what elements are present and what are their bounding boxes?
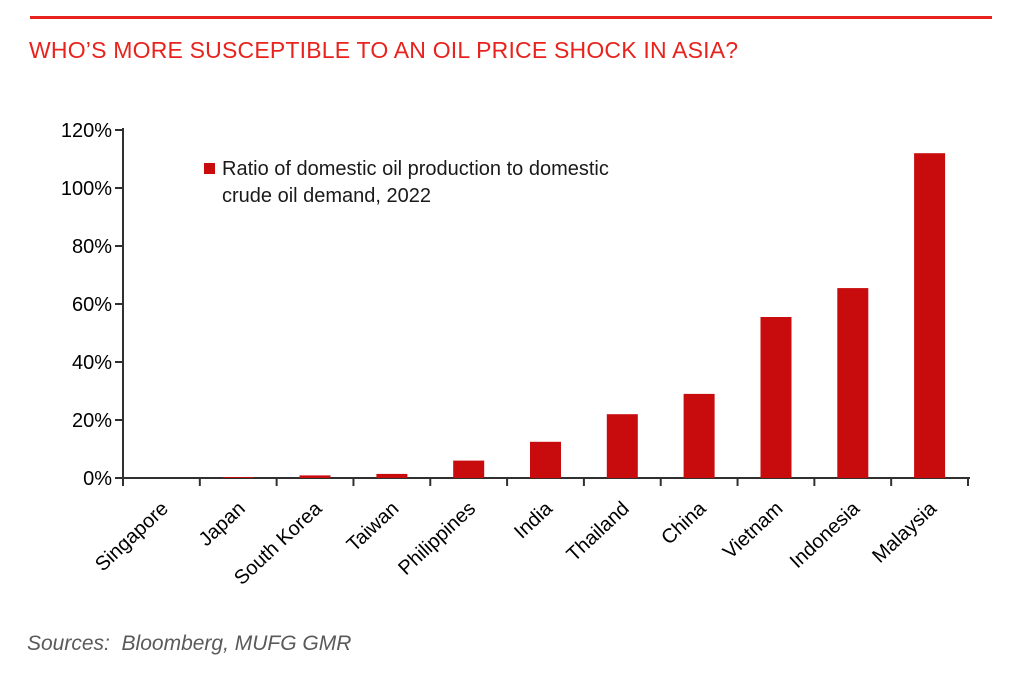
y-tick-label: 80% xyxy=(72,236,112,258)
legend-label-line1: Ratio of domestic oil production to dome… xyxy=(222,158,609,180)
chart-legend: Ratio of domestic oil production to dome… xyxy=(204,156,609,210)
sources-note: Sources: Bloomberg, MUFG GMR xyxy=(27,632,352,655)
chart-svg: 0%20%40%60%80%100%120%Singapore JapanSout… xyxy=(61,120,970,589)
x-category-label: Malaysia xyxy=(868,497,941,568)
x-category-label: Taiwan xyxy=(343,498,404,557)
bar-china xyxy=(683,393,715,478)
bar-indonesia xyxy=(837,288,869,478)
x-category-label: Philippines xyxy=(394,498,480,580)
y-tick-label: 40% xyxy=(72,352,112,374)
bar-thailand xyxy=(606,414,638,478)
legend-label-line2: crude oil demand, 2022 xyxy=(222,185,432,207)
x-category-label: Indonesia xyxy=(786,497,865,573)
x-category-label: Japan xyxy=(195,498,250,551)
bar-philippines xyxy=(453,460,485,478)
page-title: WHO’S MORE SUSCEPTIBLE TO AN OIL PRICE S… xyxy=(29,37,739,63)
x-category-label: India xyxy=(510,497,557,543)
bar-south-korea xyxy=(299,475,331,478)
bar-taiwan xyxy=(376,473,408,478)
bar-india xyxy=(530,441,561,479)
bar-japan xyxy=(222,477,254,478)
top-rule xyxy=(30,16,992,19)
x-category-label: Thailand xyxy=(563,498,634,566)
y-tick-label: 0% xyxy=(83,468,112,490)
y-tick-label: 120% xyxy=(61,120,112,142)
bar-malaysia xyxy=(914,153,946,478)
legend-label: Ratio of domestic oil production to dome… xyxy=(222,156,609,210)
x-category-label: Vietnam xyxy=(719,498,787,564)
legend-swatch-icon xyxy=(204,163,215,174)
bar-vietnam xyxy=(760,317,792,478)
x-category-label: Singapore xyxy=(91,498,173,576)
y-tick-label: 20% xyxy=(72,410,112,432)
y-tick-label: 60% xyxy=(72,294,112,316)
y-tick-label: 100% xyxy=(61,178,112,200)
x-category-label: China xyxy=(657,497,711,549)
